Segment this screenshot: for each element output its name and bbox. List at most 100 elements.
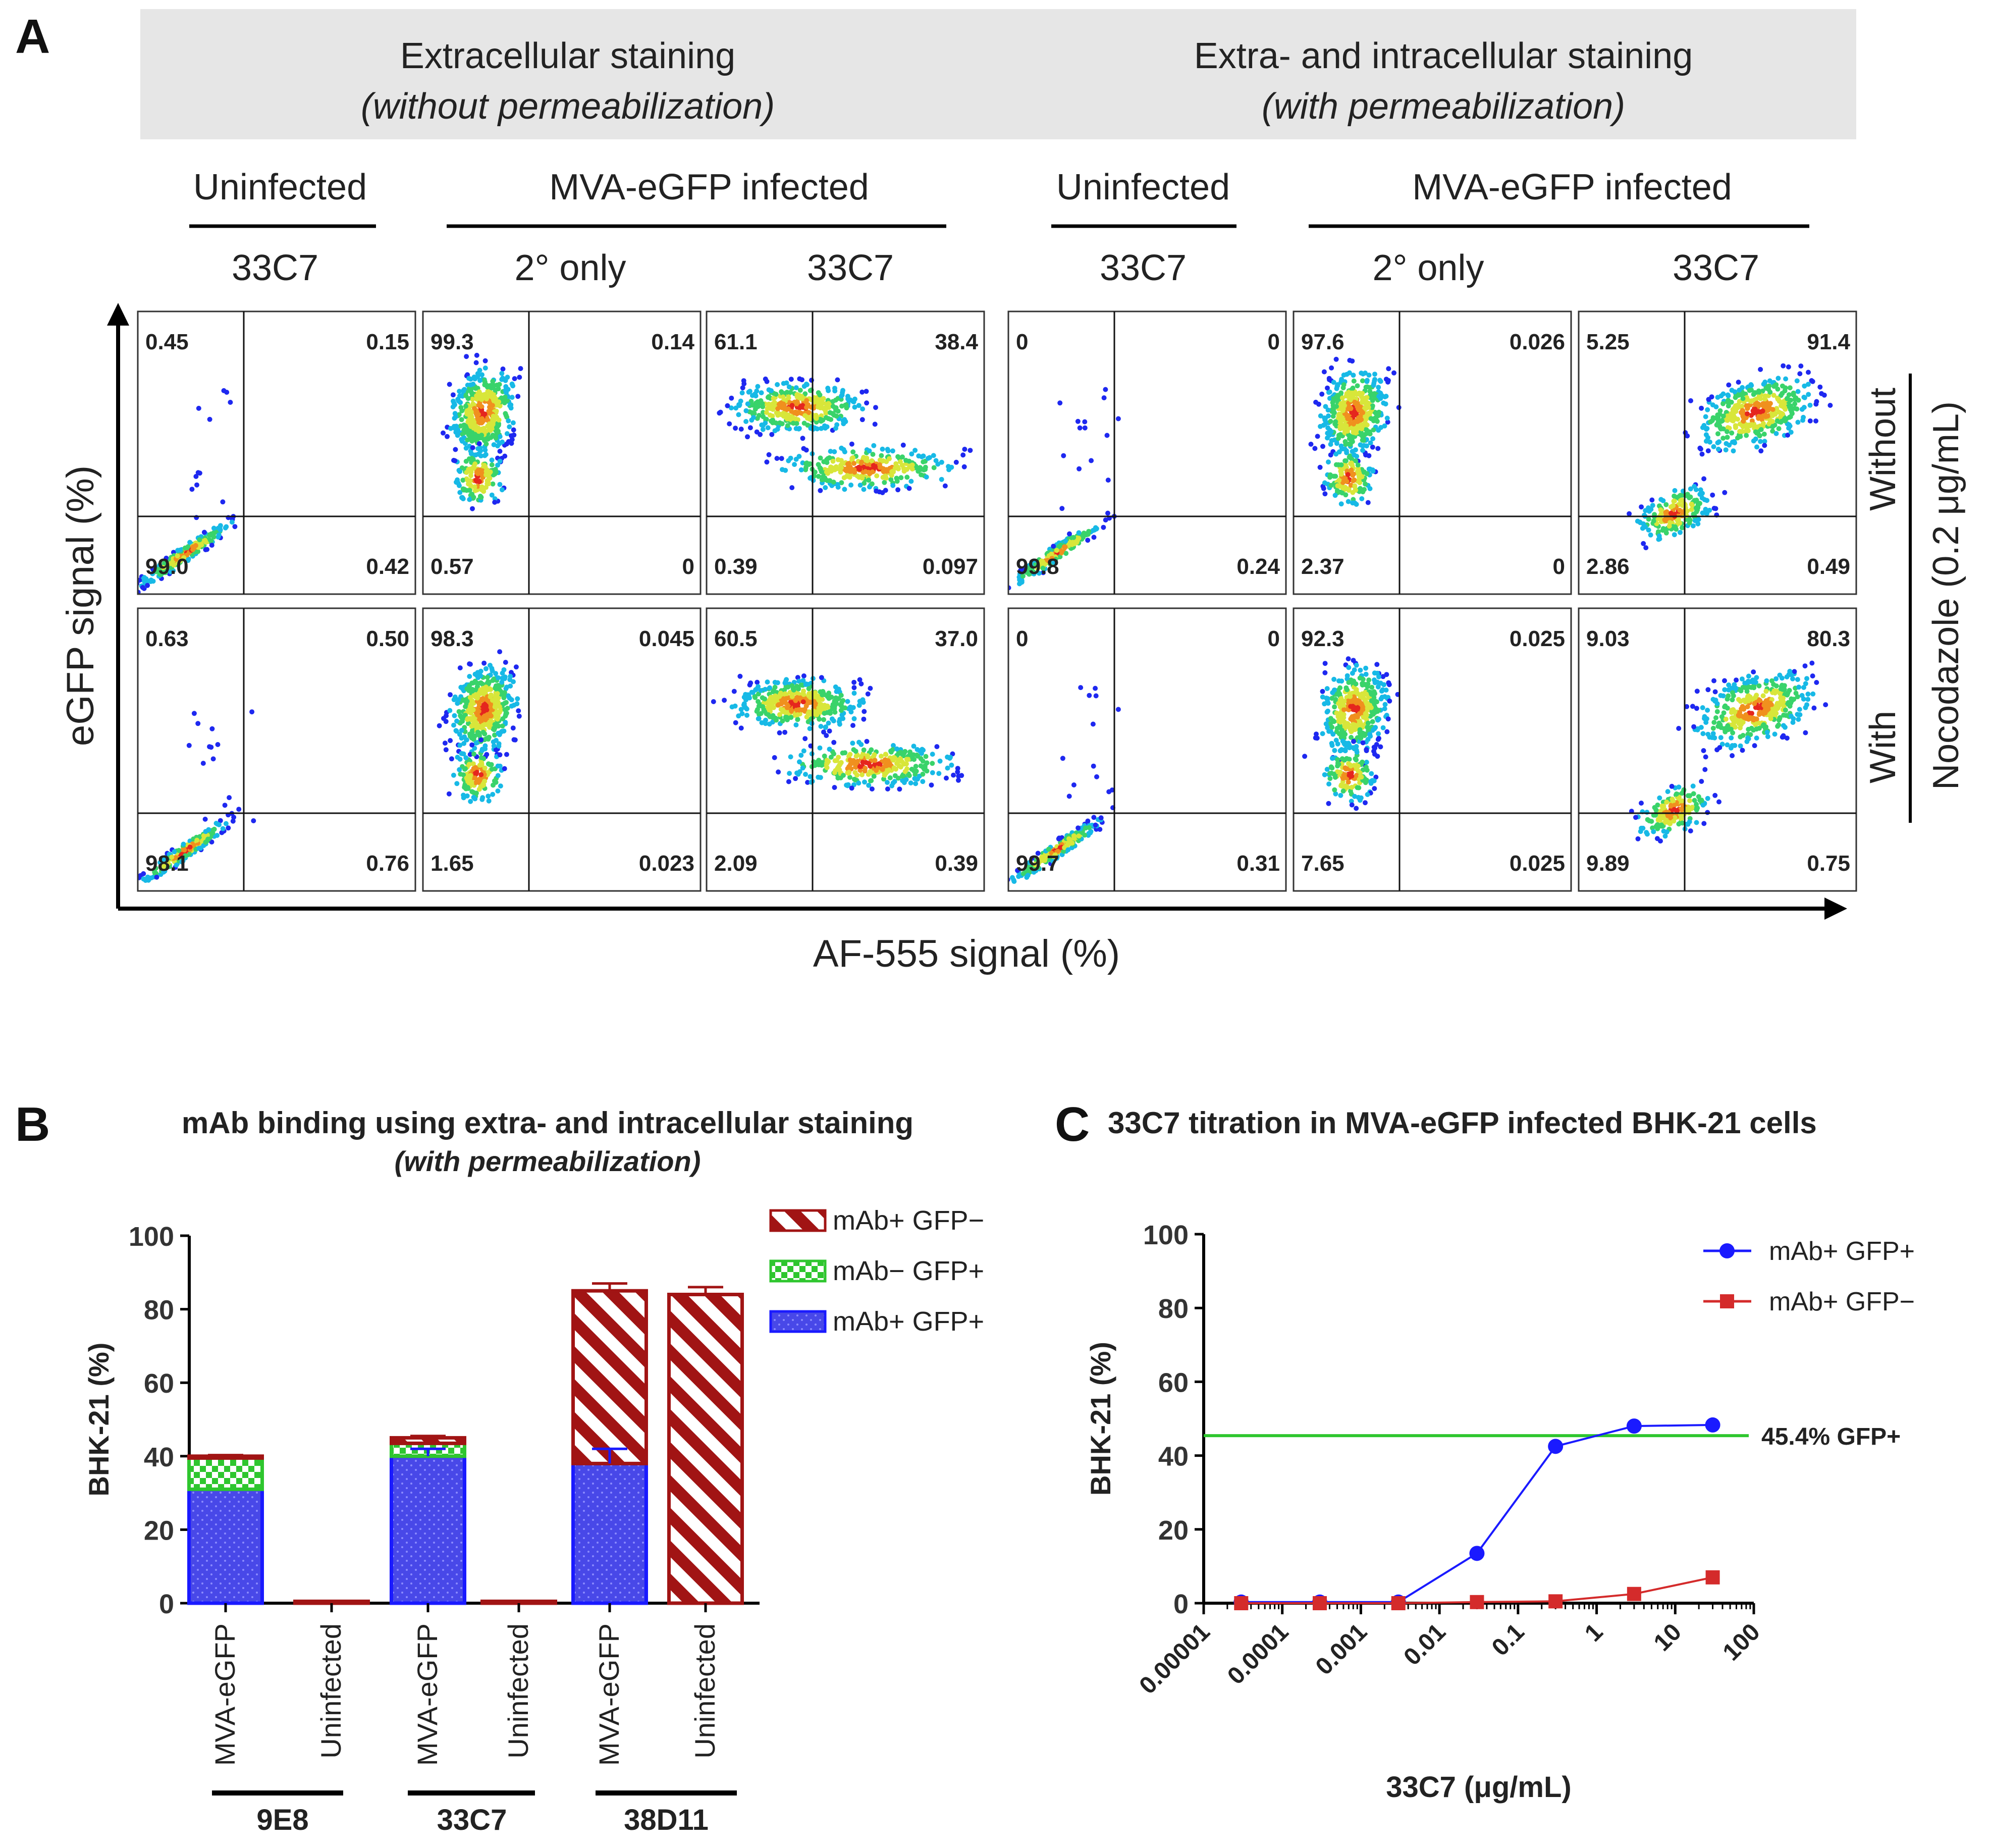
spread-upper-point (834, 689, 839, 694)
outlier-point (1087, 693, 1092, 698)
spread-band-point (871, 463, 876, 468)
outlier-point (201, 761, 206, 766)
upright-point (1758, 448, 1763, 453)
upright-lower-point (1649, 498, 1654, 503)
upright-point (1744, 433, 1749, 438)
upleft-point (471, 707, 476, 712)
spread-band-point (883, 763, 888, 768)
spread-upper-point (803, 682, 809, 687)
spread-band-point (896, 763, 901, 768)
upleft-point (1350, 394, 1355, 399)
outlier-point (194, 483, 199, 488)
spread-upper-point (766, 701, 771, 706)
upleft-lower-point (1343, 462, 1348, 467)
upright-point (1781, 363, 1786, 368)
upleft-lower-point (454, 781, 459, 786)
upright-point (1781, 404, 1786, 409)
diag-point (218, 525, 223, 531)
upleft-lower-point (483, 472, 489, 478)
spread-upper-point (777, 730, 782, 735)
spread-band-point (887, 456, 892, 461)
upright-point (1813, 402, 1818, 407)
spread-band-point (885, 780, 890, 785)
upleft-point (464, 687, 469, 692)
spread-upper-point (829, 695, 834, 700)
upleft-lower-point (487, 799, 492, 804)
upleft-point (451, 392, 456, 397)
spread-band-point (889, 783, 894, 788)
upleft-point (1384, 729, 1389, 734)
upleft-lower-point (1352, 484, 1357, 489)
spread-upper-point (787, 385, 792, 390)
spread-upper-point (861, 717, 866, 722)
upleft-point (508, 674, 513, 679)
upleft-point (495, 423, 500, 428)
upleft-lower-point (465, 785, 470, 790)
upleft-point (1385, 380, 1390, 385)
spread-upper-point (845, 699, 850, 704)
upleft-point (1361, 677, 1366, 682)
upright-lower-point (1627, 511, 1632, 516)
upleft-point (502, 676, 507, 681)
quadrant-ur-value: 0.14 (651, 330, 694, 354)
spread-band-point (926, 456, 931, 461)
upleft-lower-point (1362, 470, 1367, 475)
spread-band-point (943, 484, 948, 489)
spread-upper-point (852, 405, 857, 410)
upleft-lower-point (472, 775, 477, 780)
header-right-subtitle: (with permeabilization) (1262, 86, 1625, 127)
spread-upper-point (834, 699, 839, 704)
upleft-point (443, 741, 448, 746)
quadrant-ul-value: 0 (1016, 626, 1028, 651)
upleft-point (515, 394, 520, 399)
header-left-title: Extracellular staining (400, 36, 735, 76)
upright-lower-point (1694, 498, 1699, 503)
upright-lower-point (1656, 529, 1661, 534)
upleft-point (473, 719, 478, 724)
spread-band-point (869, 778, 874, 783)
spread-upper-point (840, 388, 845, 393)
upleft-point (475, 696, 480, 701)
upleft-point (511, 725, 516, 730)
upleft-point (463, 704, 468, 709)
outlier-point (207, 417, 212, 422)
upleft-point (1349, 406, 1354, 411)
upleft-point (444, 719, 449, 724)
spread-upper-point (821, 406, 826, 411)
spread-upper-point (833, 426, 838, 431)
spread-upper-point (782, 730, 787, 735)
spread-band-point (893, 773, 898, 778)
spread-upper-point (789, 683, 794, 688)
spread-band-point (802, 736, 808, 741)
upleft-point (465, 438, 470, 443)
upleft-point (510, 395, 515, 400)
spread-upper-point (852, 691, 857, 696)
outlier-point (1067, 794, 1072, 799)
upright-point (1757, 390, 1762, 395)
diag-point (1071, 535, 1076, 540)
spread-upper-point (835, 378, 840, 383)
upleft-point (464, 446, 469, 451)
spread-band-point (920, 779, 925, 784)
diag-point (193, 543, 198, 548)
spread-upper-point (789, 377, 794, 382)
upright-lower-point (1643, 545, 1648, 550)
upleft-point (455, 433, 460, 438)
upleft-point (1351, 658, 1356, 663)
upleft-point (1372, 670, 1377, 675)
spread-upper-point (745, 401, 750, 406)
upleft-lower-point (482, 766, 488, 771)
upright-point (1783, 377, 1788, 382)
spread-band-point (870, 482, 875, 487)
upleft-point (488, 687, 493, 692)
spread-band-point (914, 769, 919, 774)
upleft-point (503, 660, 508, 665)
upleft-point (1376, 736, 1381, 741)
diag-point (211, 525, 217, 531)
upleft-point (1358, 668, 1363, 673)
upleft-point (503, 395, 508, 400)
upleft-point (448, 426, 453, 431)
spread-band-point (909, 451, 914, 456)
